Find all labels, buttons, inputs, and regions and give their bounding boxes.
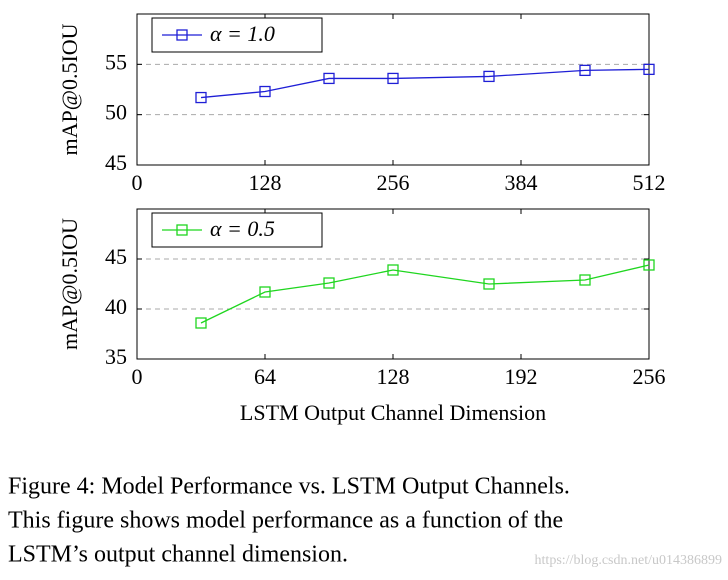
marker	[323, 277, 335, 289]
marker	[483, 70, 495, 83]
y-tick-label: 35	[105, 344, 127, 369]
legend-label: α = 1.0	[210, 21, 275, 46]
marker	[483, 278, 495, 290]
marker	[259, 85, 271, 98]
y-tick-label: 55	[105, 49, 127, 74]
x-tick-label: 0	[132, 364, 143, 389]
marker	[195, 91, 207, 104]
marker	[323, 72, 335, 85]
caption-line: Figure 4: Model Performance vs. LSTM Out…	[8, 474, 570, 500]
legend-label: α = 0.5	[210, 216, 275, 241]
plot-frame	[136, 208, 650, 360]
x-tick-label: 256	[377, 170, 410, 195]
subplot: 35 40 45 0 64 128 192 256 mAP@0.5IOU LSTM Output …	[57, 208, 666, 425]
line	[200, 68, 650, 99]
x-tick-label: 128	[377, 364, 410, 389]
caption-line: LSTM’s output channel dimension.	[8, 542, 348, 568]
marker	[176, 29, 188, 41]
y-tick-label: 45	[105, 150, 127, 175]
y-axis-label: mAP@0.5IOU	[57, 218, 82, 350]
x-tick-label: 256	[633, 364, 666, 389]
marker	[579, 274, 591, 286]
x-tick-label: 512	[633, 170, 666, 195]
marker	[259, 286, 271, 298]
subplot: 45 50 55 0 128 256 384 512 mAP@0.5IOU α = 1.0	[57, 13, 666, 195]
marker	[579, 64, 591, 77]
x-tick-label: 64	[254, 364, 276, 389]
marker	[387, 264, 399, 276]
marker	[643, 259, 655, 271]
y-tick-label: 45	[105, 244, 127, 269]
marker	[176, 224, 188, 236]
x-tick-label: 0	[132, 170, 143, 195]
caption-line: This figure shows model performance as a…	[8, 508, 563, 534]
x-tick-label: 384	[505, 170, 538, 195]
marker	[195, 317, 207, 329]
marker	[387, 72, 399, 85]
plot-frame	[136, 13, 650, 166]
y-tick-label: 50	[105, 100, 127, 125]
marker	[643, 63, 655, 76]
x-tick-label: 192	[505, 364, 538, 389]
x-tick-label: 128	[249, 170, 282, 195]
x-axis-label: LSTM Output Channel Dimension	[240, 400, 546, 425]
line	[200, 264, 650, 324]
y-tick-label: 40	[105, 294, 127, 319]
y-axis-label: mAP@0.5IOU	[57, 23, 82, 155]
watermark: https://blog.csdn.net/u014386899	[535, 553, 722, 568]
